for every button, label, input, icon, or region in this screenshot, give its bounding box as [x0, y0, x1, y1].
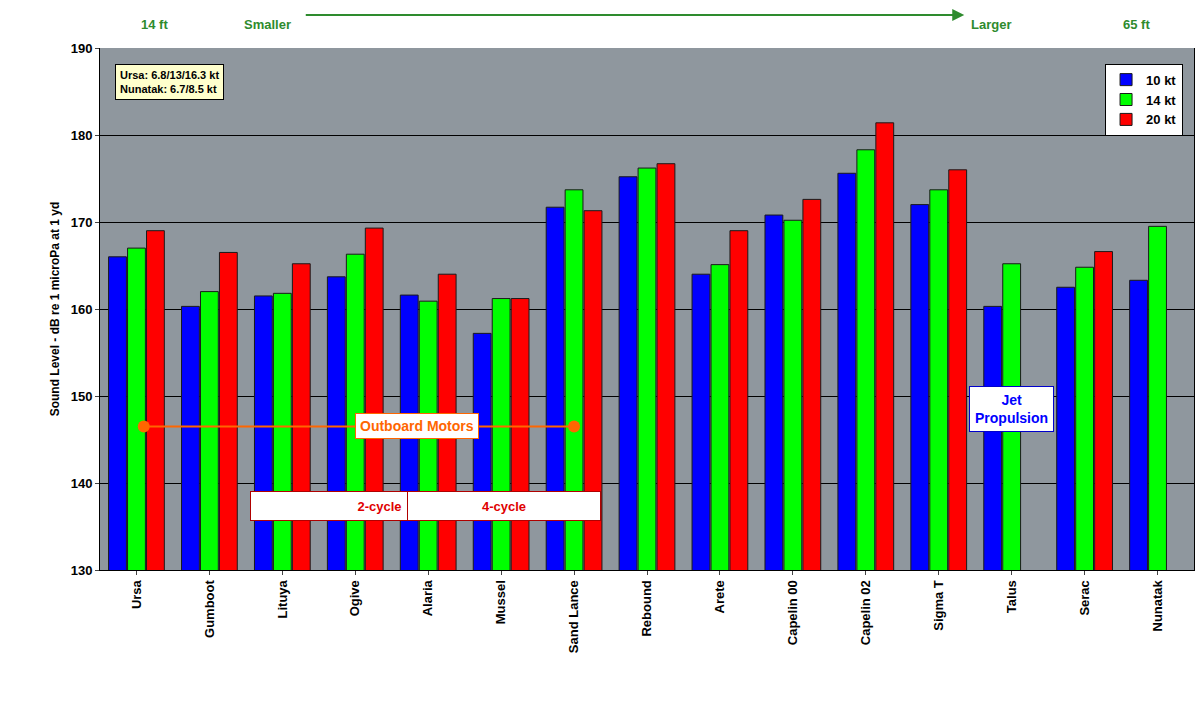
svg-text:Ursa: Ursa — [129, 579, 144, 609]
svg-text:Rebound: Rebound — [639, 580, 654, 636]
svg-text:190: 190 — [71, 41, 93, 56]
svg-text:Lituya: Lituya — [275, 579, 290, 618]
svg-text:Nunatak: Nunatak — [1150, 579, 1165, 631]
svg-text:Sigma T: Sigma T — [931, 580, 946, 631]
svg-text:130: 130 — [71, 563, 93, 578]
svg-text:Ogive: Ogive — [347, 580, 362, 616]
svg-text:Outboard Motors: Outboard Motors — [360, 418, 474, 434]
svg-text:Serac: Serac — [1077, 580, 1092, 615]
svg-text:JetPropulsion: JetPropulsion — [975, 392, 1048, 426]
svg-text:Larger: Larger — [971, 17, 1011, 32]
svg-text:Alaria: Alaria — [420, 579, 435, 616]
svg-text:Ursa: 6.8/13/16.3 ktNunatak: 6: Ursa: 6.8/13/16.3 ktNunatak: 6.7/8.5 kt — [120, 69, 219, 95]
svg-text:14 ft: 14 ft — [141, 17, 168, 32]
svg-text:Smaller: Smaller — [244, 17, 291, 32]
svg-text:14 kt: 14 kt — [1146, 93, 1176, 108]
svg-text:Talus: Talus — [1004, 580, 1019, 613]
svg-text:65 ft: 65 ft — [1123, 17, 1150, 32]
svg-text:Capelin 00: Capelin 00 — [785, 580, 800, 645]
svg-text:Capelin 02: Capelin 02 — [858, 580, 873, 645]
svg-text:10 kt: 10 kt — [1146, 73, 1176, 88]
svg-text:Sound Level - dB re 1 microPa: Sound Level - dB re 1 microPa at 1 yd — [48, 202, 62, 417]
svg-text:2-cycle: 2-cycle — [357, 499, 401, 514]
svg-text:4-cycle: 4-cycle — [482, 499, 526, 514]
svg-text:Mussel: Mussel — [493, 580, 508, 624]
svg-text:180: 180 — [71, 128, 93, 143]
svg-text:150: 150 — [71, 389, 93, 404]
svg-text:170: 170 — [71, 215, 93, 230]
svg-text:Arete: Arete — [712, 580, 727, 613]
svg-text:Sand Lance: Sand Lance — [566, 580, 581, 653]
svg-text:140: 140 — [71, 476, 93, 491]
svg-text:160: 160 — [71, 302, 93, 317]
svg-text:20 kt: 20 kt — [1146, 112, 1176, 127]
svg-text:Gumboot: Gumboot — [202, 580, 217, 638]
